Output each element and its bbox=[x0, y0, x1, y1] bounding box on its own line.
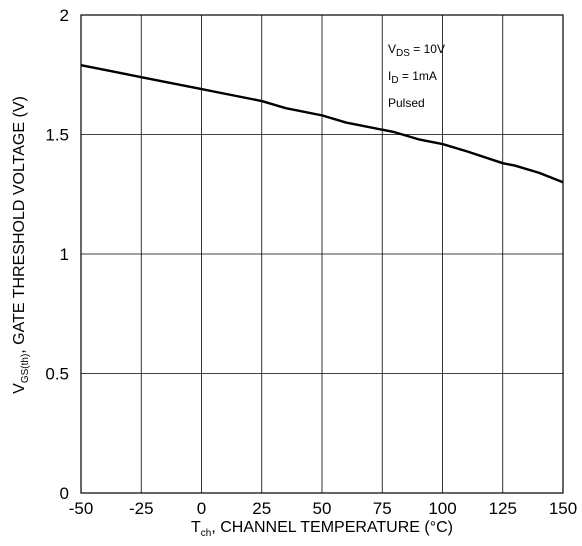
x-tick-label: 150 bbox=[549, 499, 577, 518]
grid bbox=[80, 14, 564, 494]
y-tick-labels: 0 0.5 1 1.5 2 bbox=[45, 6, 69, 503]
x-axis-label: Tch, CHANNEL TEMPERATURE (°C) bbox=[191, 519, 453, 539]
annotation-vds: VDS = 10V bbox=[388, 42, 445, 59]
x-tick-label: 125 bbox=[489, 499, 517, 518]
annotation-pulsed: Pulsed bbox=[388, 96, 425, 110]
x-tick-label: 0 bbox=[197, 499, 206, 518]
x-tick-label: 100 bbox=[428, 499, 456, 518]
y-tick-label: 0.5 bbox=[45, 365, 69, 384]
x-tick-labels: -50 -25 0 25 50 75 100 125 150 bbox=[69, 499, 577, 518]
x-tick-label: 50 bbox=[313, 499, 332, 518]
x-tick-label: 25 bbox=[252, 499, 271, 518]
x-tick-label: 75 bbox=[373, 499, 392, 518]
y-axis-label: VGS(th), GATE THRESHOLD VOLTAGE (V) bbox=[11, 96, 31, 394]
y-tick-label: 1.5 bbox=[45, 126, 69, 145]
x-tick-label: -50 bbox=[69, 499, 94, 518]
series-line-vgs-threshold bbox=[80, 64, 564, 184]
y-tick-label: 2 bbox=[60, 6, 69, 25]
annotation-box: VDS = 10V ID = 1mA Pulsed bbox=[388, 42, 445, 110]
y-tick-label: 1 bbox=[60, 245, 69, 264]
y-tick-label: 0 bbox=[60, 484, 69, 503]
plot-frame bbox=[80, 14, 564, 494]
x-tick-label: -25 bbox=[129, 499, 154, 518]
annotation-id: ID = 1mA bbox=[388, 69, 437, 86]
